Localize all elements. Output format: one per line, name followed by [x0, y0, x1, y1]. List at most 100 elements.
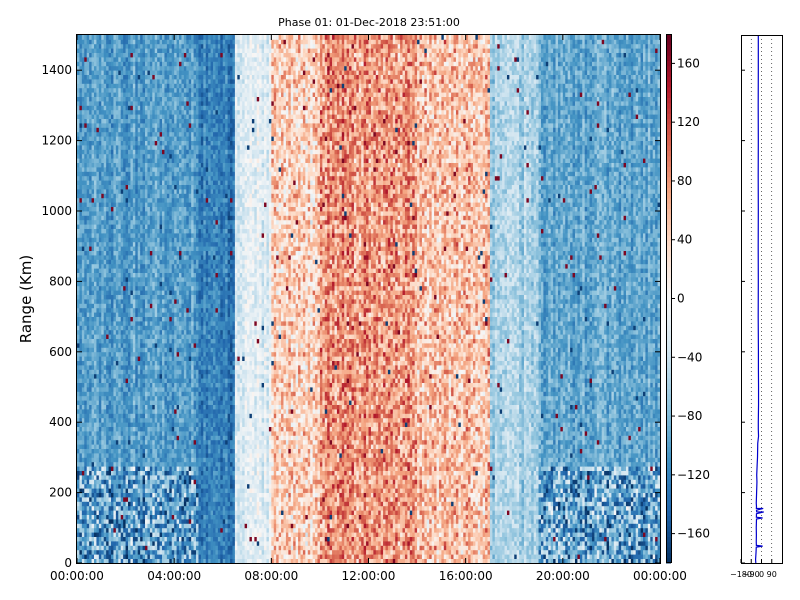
heatmap-cell — [167, 409, 170, 414]
heatmap-cell — [150, 215, 153, 220]
heatmap-cell — [135, 193, 138, 198]
heatmap-cell — [164, 224, 167, 229]
heatmap-cell — [121, 374, 124, 379]
heatmap-cell — [101, 114, 104, 119]
heatmap-cell — [94, 255, 97, 260]
heatmap-cell — [162, 92, 165, 97]
heatmap-cell — [77, 119, 80, 124]
heatmap-cell — [128, 413, 131, 418]
heatmap-cell — [167, 123, 170, 128]
heatmap-cell — [77, 61, 80, 66]
heatmap-cell — [118, 488, 121, 493]
heatmap-cell — [160, 435, 163, 440]
heatmap-cell — [143, 374, 146, 379]
heatmap-cell — [157, 75, 160, 80]
heatmap-cell — [164, 39, 167, 44]
heatmap-cell — [87, 101, 90, 106]
heatmap-cell — [155, 180, 158, 185]
heatmap-cell — [101, 449, 104, 454]
heatmap-cell — [138, 453, 141, 458]
heatmap-cell — [152, 356, 155, 361]
heatmap-cell — [160, 92, 163, 97]
heatmap-cell — [84, 220, 87, 225]
heatmap-cell — [99, 233, 102, 238]
heatmap-cell — [79, 299, 82, 304]
heatmap-cell — [169, 374, 172, 379]
heatmap-cell — [87, 391, 90, 396]
heatmap-cell — [164, 317, 167, 322]
heatmap-cell — [89, 237, 92, 242]
heatmap-cell — [99, 440, 102, 445]
heatmap-cell — [111, 189, 114, 194]
heatmap-cell — [118, 229, 121, 234]
heatmap-cell — [92, 471, 95, 476]
heatmap-cell — [128, 233, 131, 238]
heatmap-cell — [167, 387, 170, 392]
heatmap-cell — [96, 171, 99, 176]
heatmap-cell — [167, 167, 170, 172]
heatmap-cell — [135, 550, 138, 555]
heatmap-cell — [133, 545, 136, 550]
heatmap-cell — [169, 532, 172, 537]
heatmap-cell — [92, 422, 95, 427]
heatmap-cell — [164, 409, 167, 414]
heatmap-cell — [92, 154, 95, 159]
heatmap-cell — [164, 466, 167, 471]
heatmap-cell — [79, 83, 82, 88]
heatmap-cell — [77, 325, 80, 330]
heatmap-cell — [84, 66, 87, 71]
heatmap-cell — [172, 66, 175, 71]
heatmap-cell — [174, 352, 177, 357]
heatmap-cell — [133, 127, 136, 132]
heatmap-cell — [118, 127, 121, 132]
heatmap-cell — [79, 440, 82, 445]
heatmap-cell — [155, 317, 158, 322]
heatmap-cell — [113, 251, 116, 256]
heatmap-cell — [150, 286, 153, 291]
heatmap-cell — [89, 286, 92, 291]
heatmap-cell — [172, 466, 175, 471]
heatmap-cell — [167, 352, 170, 357]
heatmap-cell — [160, 145, 163, 150]
heatmap-cell — [143, 66, 146, 71]
heatmap-cell — [172, 259, 175, 264]
heatmap-cell — [155, 189, 158, 194]
heatmap-cell — [138, 185, 141, 190]
heatmap-cell — [99, 387, 102, 392]
heatmap-cell — [130, 145, 133, 150]
heatmap-cell — [123, 281, 126, 286]
heatmap-cell — [155, 171, 158, 176]
heatmap-cell — [106, 83, 109, 88]
heatmap-cell — [113, 198, 116, 203]
heatmap-cell — [121, 193, 124, 198]
heatmap-cell — [116, 185, 119, 190]
heatmap-cell — [104, 229, 107, 234]
heatmap-cell — [121, 79, 124, 84]
heatmap-cell — [152, 369, 155, 374]
heatmap-cell — [92, 211, 95, 216]
heatmap-cell — [160, 365, 163, 370]
heatmap-cell — [130, 317, 133, 322]
heatmap-cell — [143, 193, 146, 198]
heatmap-cell — [143, 277, 146, 282]
heatmap-cell — [155, 114, 158, 119]
heatmap-cell — [87, 246, 90, 251]
heatmap-cell — [116, 435, 119, 440]
heatmap-cell — [96, 237, 99, 242]
heatmap-cell — [143, 105, 146, 110]
heatmap-cell — [169, 405, 172, 410]
heatmap-cell — [167, 149, 170, 154]
heatmap-cell — [104, 105, 107, 110]
heatmap-cell — [157, 158, 160, 163]
heatmap-cell — [169, 506, 172, 511]
heatmap-cell — [130, 501, 133, 506]
heatmap-cell — [82, 154, 85, 159]
heatmap-cell — [157, 501, 160, 506]
heatmap-cell — [116, 57, 119, 62]
heatmap-cell — [150, 334, 153, 339]
heatmap-cell — [84, 273, 87, 278]
heatmap-cell — [160, 237, 163, 242]
heatmap-cell — [84, 369, 87, 374]
heatmap-cell — [152, 365, 155, 370]
heatmap-cell — [133, 259, 136, 264]
